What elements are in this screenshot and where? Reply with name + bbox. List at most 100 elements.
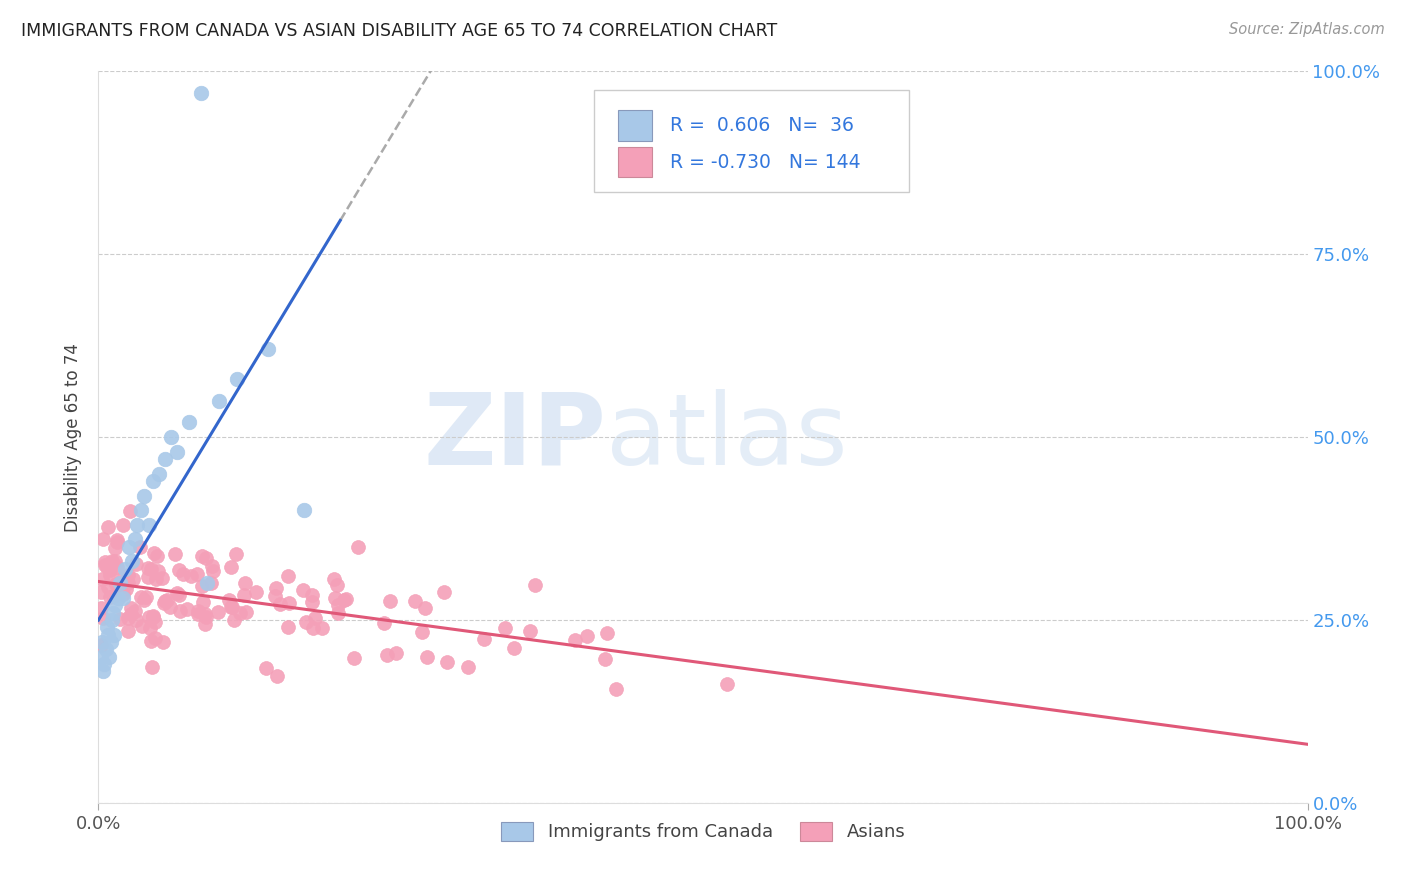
Point — [141, 659, 163, 673]
Point — [117, 624, 139, 638]
Point — [94, 555, 117, 569]
Text: atlas: atlas — [606, 389, 848, 485]
Point — [138, 570, 160, 584]
Point — [233, 588, 256, 602]
FancyBboxPatch shape — [619, 146, 652, 178]
Point — [118, 540, 141, 554]
FancyBboxPatch shape — [619, 110, 652, 141]
Point — [153, 595, 176, 609]
Point — [180, 568, 202, 582]
Point — [139, 621, 162, 635]
Point — [93, 532, 115, 546]
Point — [114, 582, 136, 596]
Point — [139, 634, 162, 648]
Point — [111, 591, 134, 605]
Point — [457, 660, 479, 674]
Point — [266, 668, 288, 682]
Point — [120, 504, 142, 518]
Point — [90, 600, 112, 615]
Point — [167, 563, 190, 577]
Point — [104, 554, 127, 568]
Text: R =  0.606   N=  36: R = 0.606 N= 36 — [671, 116, 855, 135]
Point — [335, 591, 357, 606]
Point — [195, 576, 218, 591]
Point — [91, 611, 114, 625]
Point — [91, 635, 114, 649]
Point — [436, 656, 458, 670]
Point — [187, 604, 209, 618]
Point — [202, 565, 225, 579]
Point — [502, 641, 524, 656]
Point — [100, 635, 122, 649]
Point — [176, 601, 198, 615]
Point — [226, 371, 249, 385]
Point — [101, 554, 124, 568]
Point — [145, 615, 167, 629]
Point — [172, 566, 194, 581]
Point — [142, 609, 165, 624]
Point — [138, 517, 160, 532]
Point — [90, 639, 112, 653]
Point — [292, 503, 315, 517]
FancyBboxPatch shape — [595, 90, 908, 192]
Point — [208, 393, 231, 408]
Point — [108, 576, 131, 591]
Point — [346, 540, 368, 554]
Point — [153, 593, 176, 607]
Point — [110, 575, 132, 590]
Point — [120, 607, 142, 621]
Point — [97, 520, 120, 534]
Text: IMMIGRANTS FROM CANADA VS ASIAN DISABILITY AGE 65 TO 74 CORRELATION CHART: IMMIGRANTS FROM CANADA VS ASIAN DISABILI… — [21, 22, 778, 40]
Point — [207, 605, 229, 619]
Point — [145, 572, 167, 586]
Point — [193, 616, 215, 631]
Y-axis label: Disability Age 65 to 74: Disability Age 65 to 74 — [65, 343, 83, 532]
Point — [221, 600, 243, 615]
Point — [494, 621, 516, 635]
Point — [200, 575, 222, 590]
Point — [593, 652, 616, 666]
Point — [97, 580, 120, 594]
Point — [605, 682, 627, 697]
Point — [169, 588, 191, 602]
Point — [201, 558, 224, 573]
Point — [263, 589, 285, 603]
Point — [326, 606, 349, 620]
Point — [229, 606, 252, 620]
Point — [332, 593, 354, 607]
Point — [91, 664, 114, 678]
Point — [101, 606, 124, 620]
Point — [266, 581, 288, 595]
Point — [169, 604, 191, 618]
Point — [166, 444, 188, 458]
Point — [166, 586, 188, 600]
Point — [269, 597, 291, 611]
Point — [148, 467, 170, 481]
Point — [404, 594, 426, 608]
Point — [97, 627, 120, 641]
Point — [375, 648, 398, 663]
Point — [110, 612, 132, 626]
Point — [139, 562, 162, 576]
Point — [117, 568, 139, 582]
Point — [160, 430, 183, 444]
Point — [194, 550, 217, 565]
Point — [105, 559, 128, 574]
Point — [100, 613, 122, 627]
Point — [311, 621, 333, 635]
Point — [135, 590, 157, 604]
Point — [105, 577, 128, 591]
Point — [125, 557, 148, 571]
Point — [124, 533, 146, 547]
Point — [254, 661, 277, 675]
Point — [117, 576, 139, 591]
Point — [472, 632, 495, 647]
Point — [326, 578, 349, 592]
Point — [224, 613, 246, 627]
Point — [245, 584, 267, 599]
Point — [98, 563, 121, 577]
Point — [256, 343, 278, 357]
Point — [277, 620, 299, 634]
Point — [148, 564, 170, 578]
Point — [142, 546, 165, 560]
